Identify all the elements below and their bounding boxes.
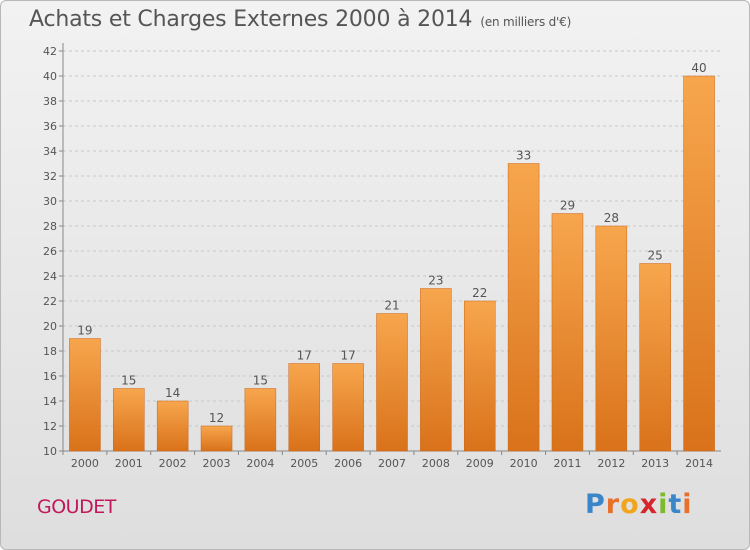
x-tick-label: 2007 bbox=[378, 457, 406, 470]
logo-letter: i bbox=[682, 489, 693, 520]
bar-2009 bbox=[463, 300, 496, 452]
bar-2003 bbox=[200, 425, 233, 452]
logo-letter: P bbox=[585, 489, 606, 520]
bar-2006 bbox=[332, 363, 364, 452]
data-label-2006: 17 bbox=[340, 349, 355, 363]
data-label-2009: 22 bbox=[472, 286, 487, 300]
y-tick-label: 14 bbox=[43, 395, 57, 408]
data-label-2007: 21 bbox=[384, 299, 399, 313]
data-label-2003: 12 bbox=[209, 411, 224, 425]
data-label-2004: 15 bbox=[253, 374, 268, 388]
logo-letter: r bbox=[605, 489, 621, 520]
y-tick-label: 30 bbox=[43, 195, 57, 208]
bars bbox=[69, 75, 715, 452]
y-tick-label: 18 bbox=[43, 345, 57, 358]
y-tick-label: 38 bbox=[43, 95, 57, 108]
x-tick-label: 2011 bbox=[553, 457, 581, 470]
y-tick-label: 10 bbox=[43, 445, 57, 458]
bar-2005 bbox=[288, 363, 321, 452]
data-label-2002: 14 bbox=[165, 386, 180, 400]
x-tick-label: 2004 bbox=[246, 457, 274, 470]
logo-letter: t bbox=[668, 489, 683, 520]
town-name: GOUDET bbox=[37, 496, 116, 518]
data-label-2001: 15 bbox=[121, 374, 136, 388]
bar-2000 bbox=[69, 338, 101, 452]
data-labels: 19 15 14 12 15 17 17 21 23 22 33 29 28 25 40 bbox=[77, 61, 706, 425]
data-label-2013: 25 bbox=[648, 249, 663, 263]
x-tick-label: 2009 bbox=[466, 457, 494, 470]
x-tick-label: 2006 bbox=[334, 457, 362, 470]
bar-2001 bbox=[113, 388, 145, 452]
y-tick-label: 40 bbox=[43, 70, 57, 83]
bar-2013 bbox=[639, 263, 671, 452]
logo-letter: x bbox=[639, 489, 659, 520]
x-tick-label: 2013 bbox=[641, 457, 669, 470]
data-label-2000: 19 bbox=[77, 324, 92, 338]
data-label-2012: 28 bbox=[604, 211, 619, 225]
y-tick-label: 16 bbox=[43, 370, 57, 383]
bar-2012 bbox=[595, 225, 628, 452]
y-tick-label: 32 bbox=[43, 170, 57, 183]
data-label-2005: 17 bbox=[297, 349, 312, 363]
data-label-2014: 40 bbox=[691, 61, 706, 75]
y-tick-label: 28 bbox=[43, 220, 57, 233]
bar-2002 bbox=[156, 400, 189, 452]
y-tick-label: 42 bbox=[43, 45, 57, 58]
data-label-2011: 29 bbox=[560, 199, 575, 213]
x-tick-label: 2014 bbox=[685, 457, 713, 470]
x-tick-label: 2010 bbox=[510, 457, 538, 470]
logo-letter: i bbox=[658, 489, 669, 520]
x-tick-label: 2012 bbox=[597, 457, 625, 470]
y-tick-label: 12 bbox=[43, 420, 57, 433]
y-tick-label: 22 bbox=[43, 295, 57, 308]
data-label-2010: 33 bbox=[516, 149, 531, 163]
y-tick-label: 24 bbox=[43, 270, 57, 283]
x-tick-label: 2000 bbox=[71, 457, 99, 470]
chart-subtitle: (en milliers d'€) bbox=[480, 15, 572, 29]
y-tick-label: 36 bbox=[43, 120, 57, 133]
logo-letter: o bbox=[620, 489, 640, 520]
bar-2004 bbox=[244, 388, 277, 452]
chart-title: Achats et Charges Externes 2000 à 2014 (e… bbox=[29, 7, 571, 32]
y-tick-label: 20 bbox=[43, 320, 57, 333]
x-tick-label: 2003 bbox=[203, 457, 231, 470]
x-tick-label: 2005 bbox=[290, 457, 318, 470]
bar-2011 bbox=[551, 213, 584, 452]
axes: 10 12 14 16 18 20 22 24 26 28 30 32 34 36 38 40 42 2000 20… bbox=[43, 43, 721, 470]
proxiti-logo: Proxiti bbox=[585, 489, 693, 520]
y-tick-label: 26 bbox=[43, 245, 57, 258]
data-label-2008: 23 bbox=[428, 274, 443, 288]
bar-2007 bbox=[376, 313, 408, 452]
chart-title-text: Achats et Charges Externes 2000 à 2014 bbox=[29, 7, 473, 32]
x-tick-label: 2008 bbox=[422, 457, 450, 470]
bar-2014 bbox=[683, 75, 715, 452]
x-tick-label: 2001 bbox=[115, 457, 143, 470]
bar-2008 bbox=[420, 288, 452, 452]
x-tick-label: 2002 bbox=[159, 457, 187, 470]
bar-2010 bbox=[507, 163, 540, 452]
y-tick-label: 34 bbox=[43, 145, 57, 158]
